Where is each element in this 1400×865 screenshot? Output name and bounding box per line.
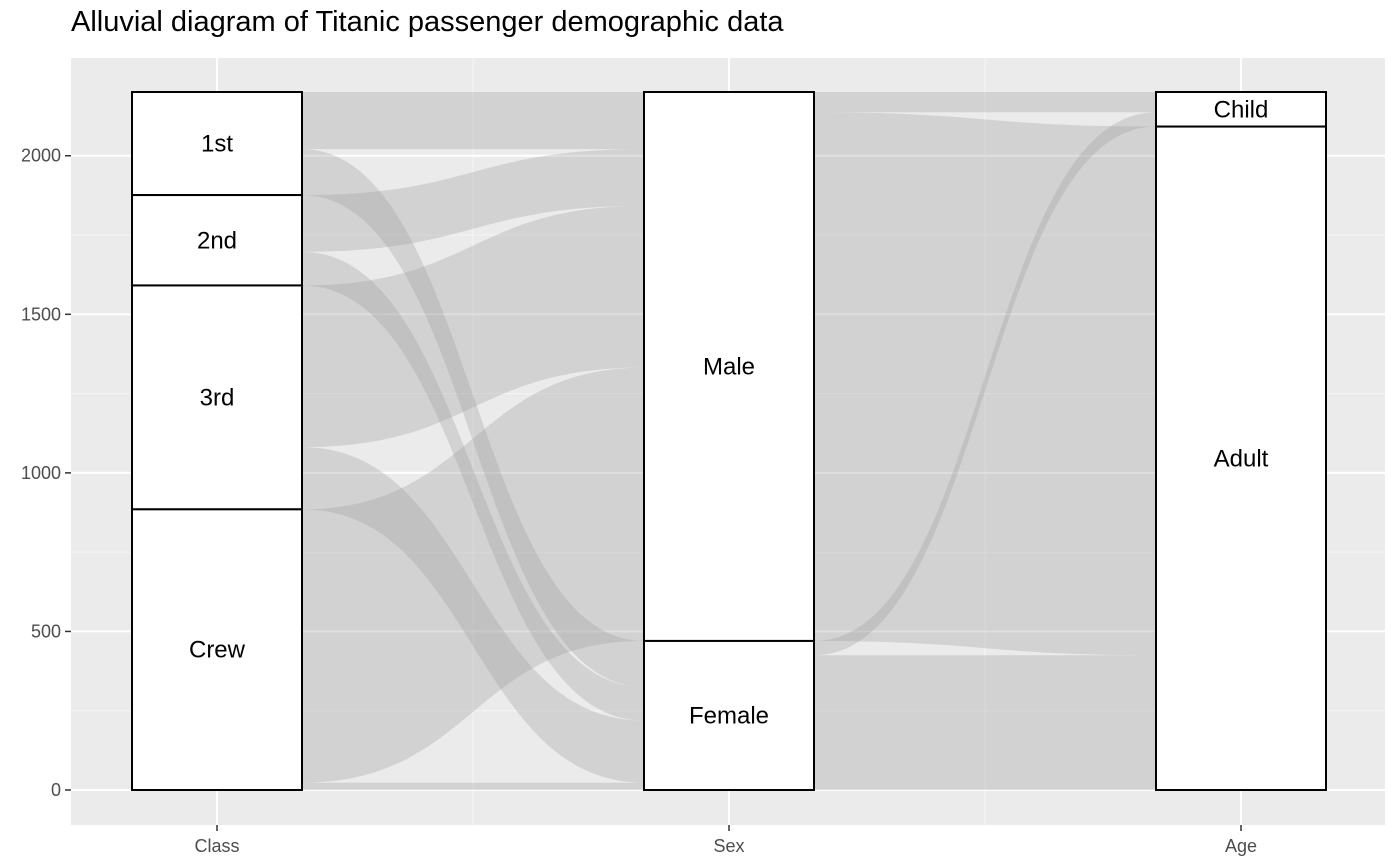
stratum-label-adult: Adult — [1214, 445, 1269, 472]
y-tick-label: 1000 — [21, 463, 61, 483]
x-tick-label-sex: Sex — [713, 836, 744, 856]
flow-crew-to-male — [302, 367, 644, 783]
flow-male-to-adult — [814, 112, 1156, 656]
y-tick-label: 0 — [51, 780, 61, 800]
flow-1st-to-male — [302, 92, 644, 150]
stratum-label-crew: Crew — [189, 637, 246, 664]
stratum-label-2nd: 2nd — [197, 227, 237, 254]
flow-3rd-to-female — [302, 447, 644, 783]
chart-title: Alluvial diagram of Titanic passenger de… — [71, 6, 784, 38]
x-tick-label-age: Age — [1225, 836, 1257, 856]
y-tick-label: 2000 — [21, 146, 61, 166]
stratum-label-3rd: 3rd — [200, 384, 235, 411]
stratum-label-female: Female — [689, 702, 769, 729]
stratum-1st — [131, 91, 303, 197]
stratum-label-1st: 1st — [201, 131, 233, 158]
flow-3rd-to-male — [302, 205, 644, 448]
flow-male-to-child — [814, 92, 1156, 113]
flow-female-to-child — [814, 112, 1156, 656]
stratum-female — [643, 639, 815, 792]
y-tick-label: 1500 — [21, 304, 61, 324]
stratum-child — [1155, 91, 1327, 128]
stratum-crew — [131, 508, 303, 791]
alluvia — [302, 92, 1156, 790]
stratum-label-child: Child — [1214, 96, 1269, 123]
stratum-label-male: Male — [703, 353, 755, 380]
y-tick-label: 500 — [31, 621, 61, 641]
y-axis: 0 500 1000 1500 2000 — [21, 146, 71, 800]
stratum-adult — [1155, 125, 1327, 791]
flow-crew-to-female — [302, 782, 644, 790]
strata: 1st 2nd 3rd Crew Male Female Child Adult — [131, 91, 1327, 792]
flow-1st-to-female — [302, 149, 644, 687]
flow-2nd-to-female — [302, 251, 644, 721]
stratum-3rd — [131, 284, 303, 511]
x-axis: Class Sex Age — [194, 825, 1257, 856]
flow-2nd-to-male — [302, 149, 644, 252]
stratum-male — [643, 91, 815, 642]
x-tick-label-class: Class — [194, 836, 239, 856]
flow-female-to-adult — [814, 655, 1156, 790]
